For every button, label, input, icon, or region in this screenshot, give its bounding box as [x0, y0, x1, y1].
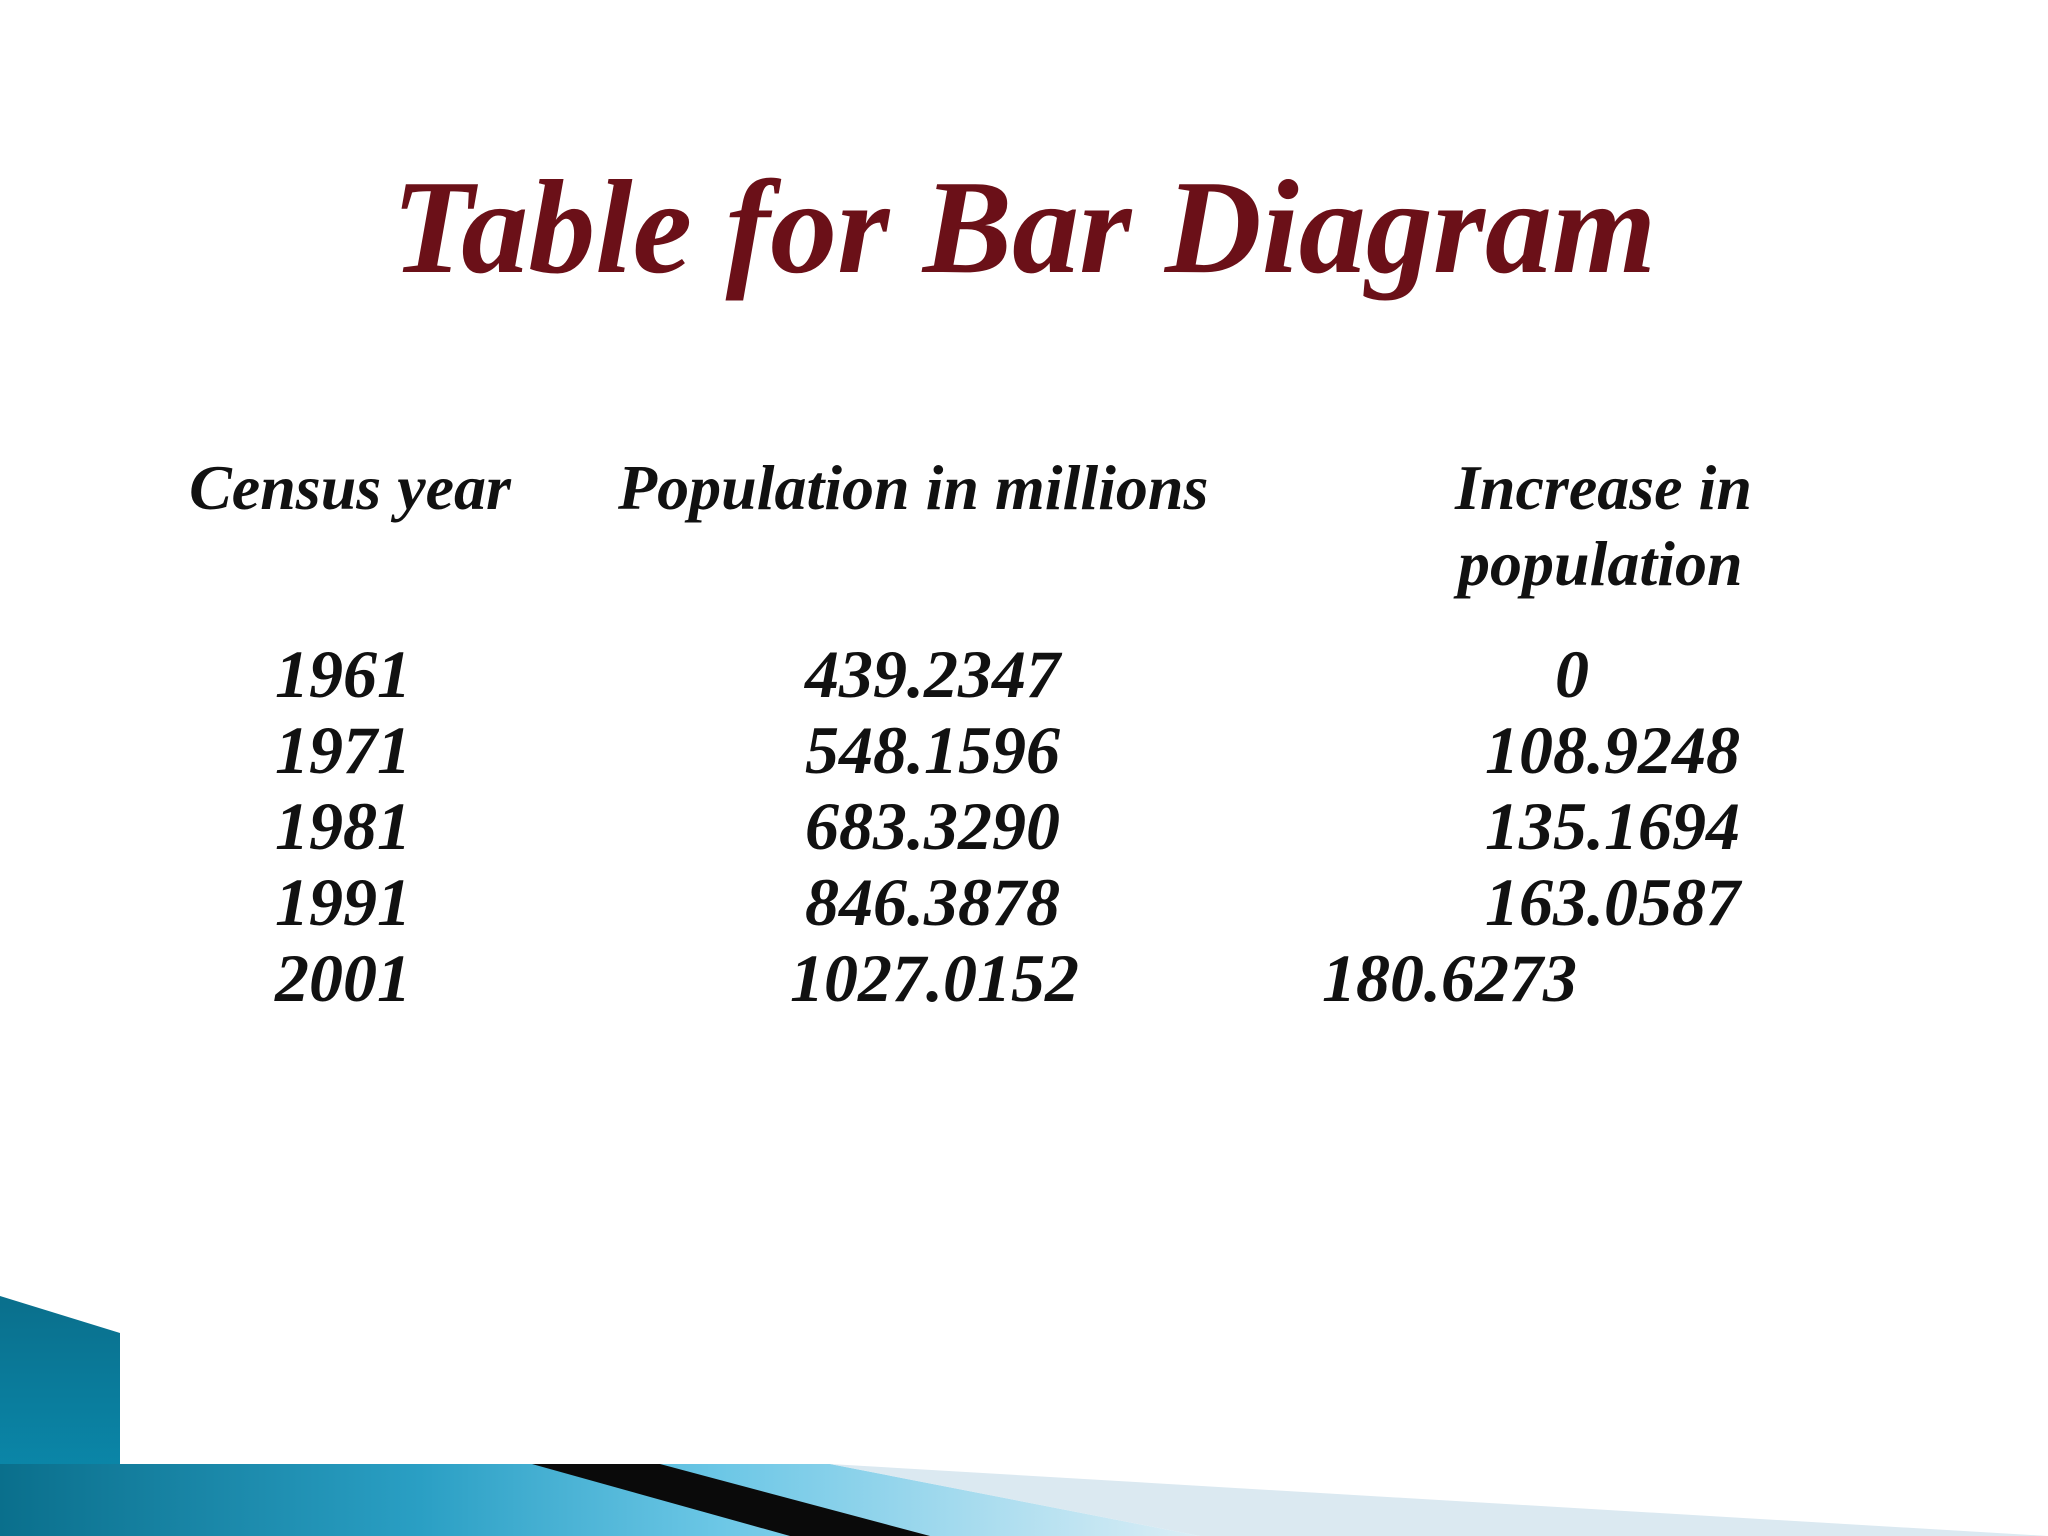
- slide-title: Table for Bar Diagram: [391, 153, 1657, 301]
- table-cell-year: 1991: [275, 864, 411, 940]
- table-cell-year: 1961: [275, 636, 411, 712]
- table-cell-increase: 108.9248: [1485, 712, 1740, 788]
- table-cell-increase: 180.6273: [1322, 940, 1577, 1016]
- header-increase-line1: Increase in: [1455, 452, 1752, 523]
- table-cell-year: 2001: [275, 940, 411, 1016]
- table-cell-population: 1027.0152: [790, 940, 1079, 1016]
- table-cell-population: 683.3290: [805, 788, 1060, 864]
- table-cell-population: 548.1596: [805, 712, 1060, 788]
- table-cell-increase: 0: [1555, 636, 1589, 712]
- header-census-year: Census year: [189, 452, 511, 523]
- header-population: Population in millions: [618, 452, 1209, 523]
- table-cell-increase: 135.1694: [1485, 788, 1740, 864]
- table-cell-population: 846.3878: [805, 864, 1060, 940]
- table-cell-increase: 163.0587: [1485, 864, 1740, 940]
- table-cell-year: 1971: [275, 712, 411, 788]
- table-cell-population: 439.2347: [805, 636, 1060, 712]
- header-increase-line2: population: [1458, 528, 1743, 599]
- table-cell-year: 1981: [275, 788, 411, 864]
